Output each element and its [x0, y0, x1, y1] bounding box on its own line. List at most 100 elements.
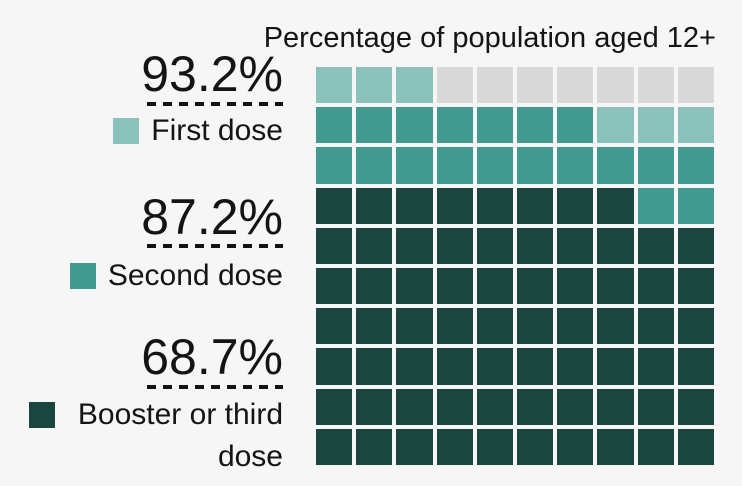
waffle-cell [637, 187, 674, 224]
waffle-cell [597, 388, 634, 425]
waffle-cell [597, 308, 634, 345]
waffle-cell [476, 107, 513, 144]
waffle-grid [316, 67, 714, 465]
waffle-cell [517, 227, 554, 264]
waffle-cell [436, 67, 473, 104]
waffle-cell [436, 348, 473, 385]
waffle-cell [677, 147, 714, 184]
waffle-cell [396, 388, 433, 425]
waffle-cell [436, 227, 473, 264]
waffle-cell [476, 268, 513, 305]
waffle-cell [597, 268, 634, 305]
waffle-cell [557, 187, 594, 224]
waffle-cell [637, 107, 674, 144]
waffle-cell [597, 107, 634, 144]
waffle-cell [637, 227, 674, 264]
waffle-cell [637, 67, 674, 104]
waffle-cell [316, 67, 353, 104]
first-dose-value: 93.2% [141, 46, 283, 102]
waffle-cell [476, 428, 513, 465]
waffle-cell [517, 107, 554, 144]
waffle-cell [476, 348, 513, 385]
waffle-cell [476, 187, 513, 224]
waffle-cell [436, 428, 473, 465]
second-dose-label: Second dose [107, 259, 283, 292]
waffle-cell [557, 348, 594, 385]
waffle-cell [677, 187, 714, 224]
waffle-cell [356, 428, 393, 465]
waffle-cell [316, 268, 353, 305]
waffle-cell [316, 308, 353, 345]
waffle-cell [356, 107, 393, 144]
waffle-cell [356, 388, 393, 425]
waffle-cell [597, 348, 634, 385]
waffle-cell [356, 187, 393, 224]
waffle-cell [677, 107, 714, 144]
waffle-cell [557, 268, 594, 305]
waffle-cell [557, 308, 594, 345]
waffle-cell [356, 67, 393, 104]
booster-dose-swatch [29, 402, 55, 428]
waffle-cell [517, 147, 554, 184]
waffle-cell [396, 107, 433, 144]
waffle-cell [396, 308, 433, 345]
legend-item-booster-dose: Booster or third dose [29, 394, 283, 478]
waffle-cell [436, 147, 473, 184]
waffle-cell [637, 147, 674, 184]
dashed-rule-second-dose [147, 244, 283, 248]
waffle-cell [316, 227, 353, 264]
waffle-cell [476, 388, 513, 425]
waffle-cell [557, 147, 594, 184]
waffle-cell [436, 388, 473, 425]
waffle-cell [517, 67, 554, 104]
waffle-cell [637, 268, 674, 305]
waffle-cell [316, 107, 353, 144]
waffle-cell [316, 348, 353, 385]
waffle-cell [316, 388, 353, 425]
dashed-rule-booster-dose [147, 385, 283, 389]
waffle-cell [396, 268, 433, 305]
waffle-cell [677, 348, 714, 385]
waffle-cell [436, 308, 473, 345]
waffle-cell [557, 428, 594, 465]
waffle-cell [517, 268, 554, 305]
waffle-cell [677, 227, 714, 264]
waffle-cell [436, 268, 473, 305]
booster-dose-label: Booster or third dose [77, 398, 283, 473]
waffle-cell [517, 187, 554, 224]
first-dose-label: First dose [151, 114, 283, 147]
second-dose-swatch [69, 263, 96, 289]
waffle-cell [557, 67, 594, 104]
waffle-cell [557, 107, 594, 144]
waffle-cell [316, 187, 353, 224]
first-dose-swatch [113, 118, 140, 144]
waffle-cell [396, 428, 433, 465]
waffle-cell [356, 348, 393, 385]
waffle-cell [597, 227, 634, 264]
waffle-cell [637, 308, 674, 345]
waffle-cell [356, 308, 393, 345]
waffle-cell [517, 388, 554, 425]
dashed-rule-first-dose [147, 102, 283, 106]
chart-title: Percentage of population aged 12+ [263, 22, 716, 54]
waffle-cell [597, 187, 634, 224]
legend-item-second-dose: Second dose [69, 259, 283, 293]
waffle-cell [356, 147, 393, 184]
waffle-cell [557, 227, 594, 264]
waffle-cell [396, 227, 433, 264]
waffle-cell [356, 227, 393, 264]
waffle-cell [396, 147, 433, 184]
waffle-cell [396, 67, 433, 104]
waffle-cell [316, 147, 353, 184]
waffle-cell [517, 428, 554, 465]
waffle-cell [637, 428, 674, 465]
waffle-cell [476, 147, 513, 184]
waffle-cell [637, 348, 674, 385]
waffle-cell [476, 227, 513, 264]
waffle-cell [677, 388, 714, 425]
waffle-cell [677, 428, 714, 465]
waffle-cell [677, 67, 714, 104]
waffle-cell [436, 107, 473, 144]
waffle-cell [677, 268, 714, 305]
